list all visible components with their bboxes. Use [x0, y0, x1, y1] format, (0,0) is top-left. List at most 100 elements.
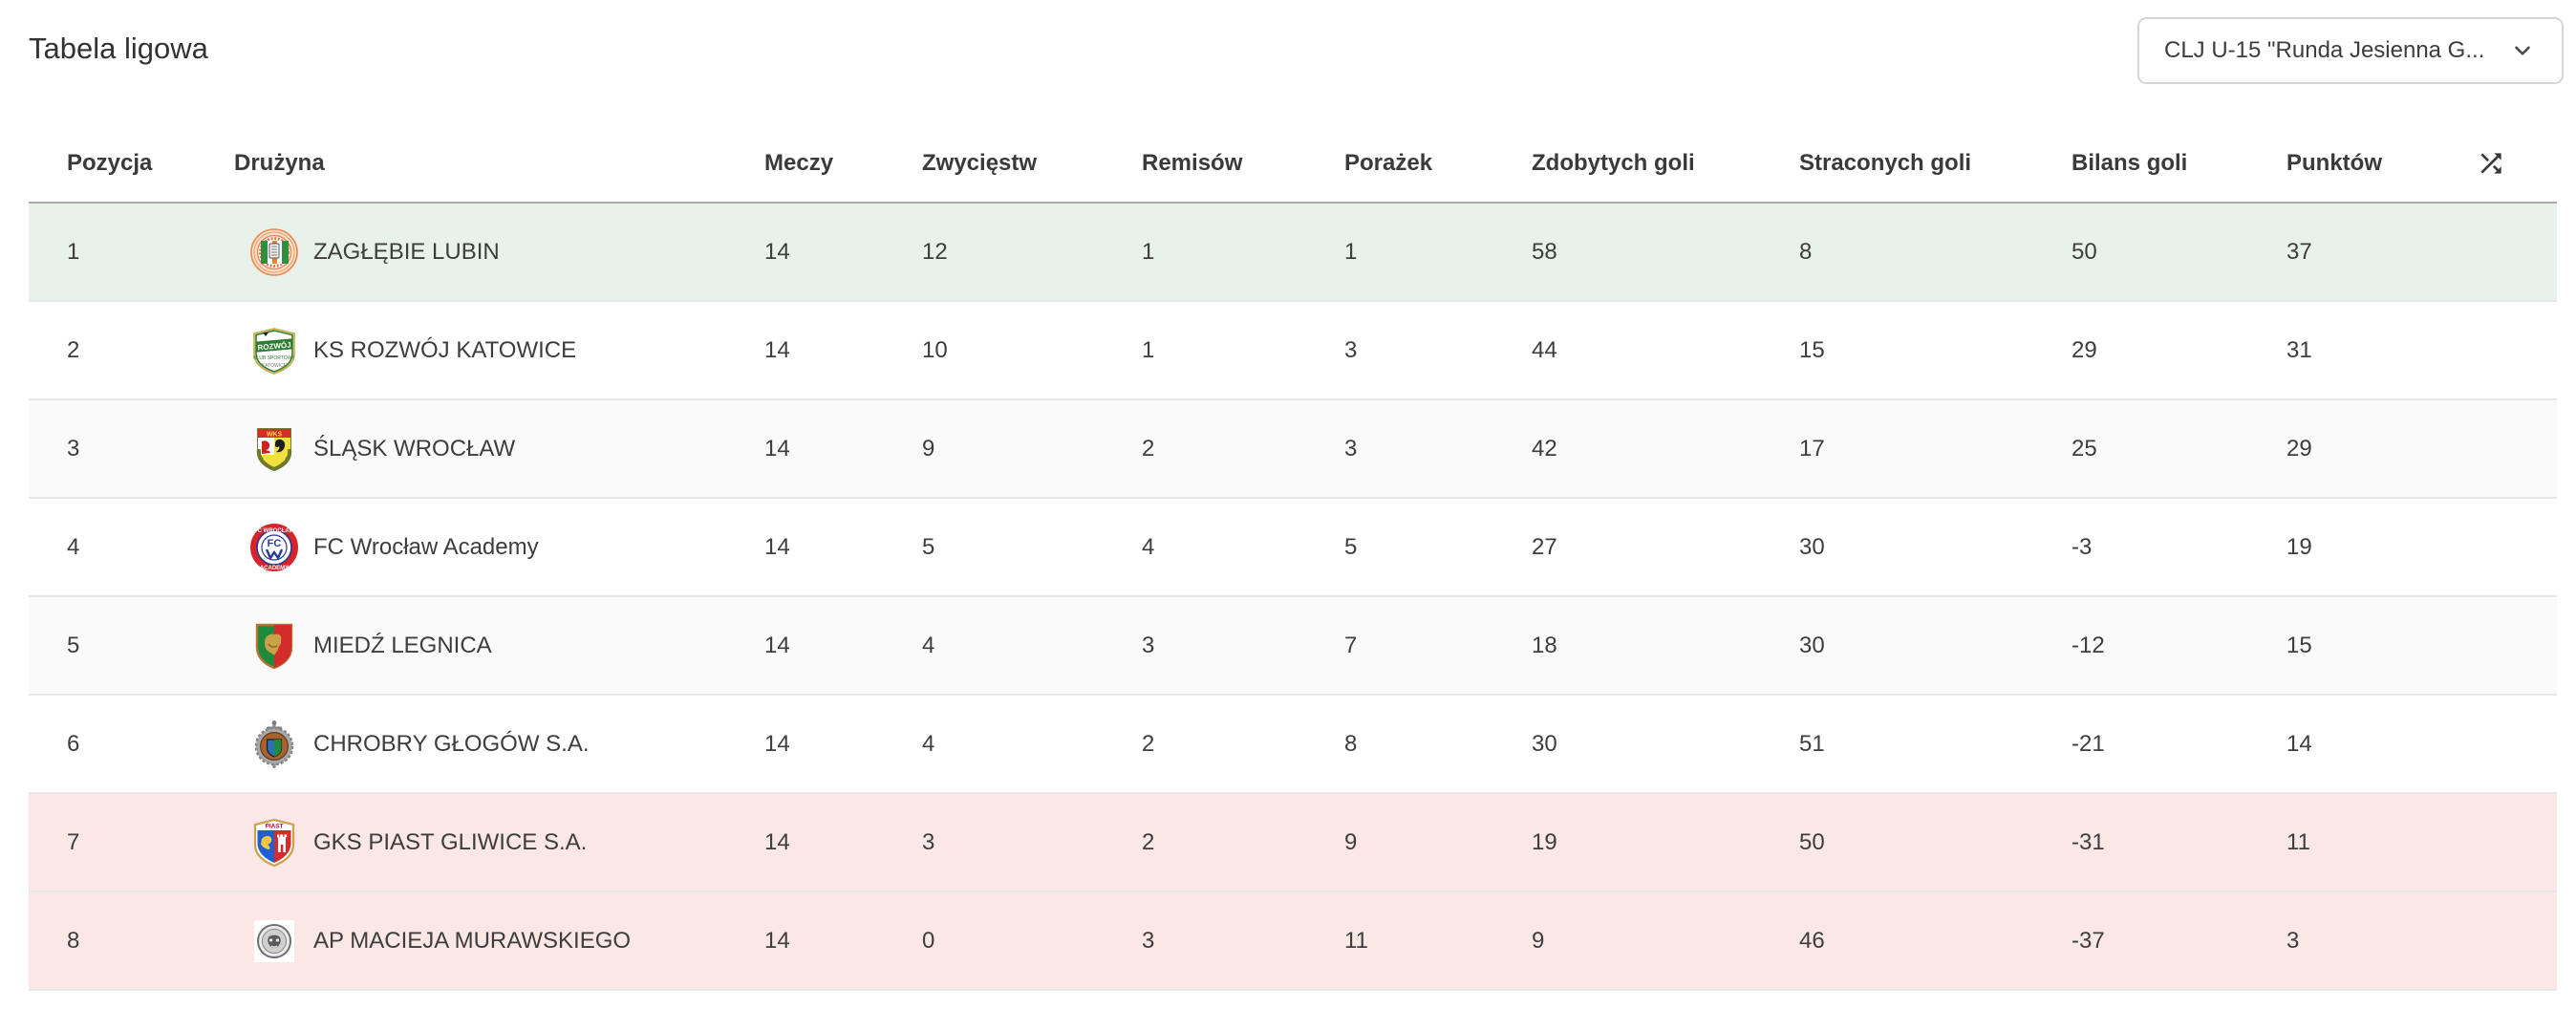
cell-team: PIAST GKS PIAST GLIWICE S.A. [234, 818, 764, 868]
svg-text:KLUB SPORTOWY: KLUB SPORTOWY [253, 355, 295, 361]
fc-wroclaw-academy-badge-icon: FC WROCŁAW ACADEMY FC [249, 523, 299, 572]
cell-losses: 3 [1344, 435, 1358, 462]
cell-points: 14 [2286, 730, 2312, 757]
cell-losses: 3 [1344, 336, 1358, 363]
rozwoj-katowice-badge-icon: ROZWÓJ KLUB SPORTOWY KATOWICE [249, 326, 299, 376]
table-row[interactable]: 4 FC WROCŁAW ACADEMY FC FC Wrocław Acade… [29, 499, 2557, 597]
cell-matches: 14 [764, 927, 790, 954]
cell-goal-balance: 25 [2072, 435, 2097, 462]
cell-wins: 10 [922, 336, 948, 363]
cell-team: ZAGŁĘBIE LUBIN [234, 227, 764, 277]
ap-macieja-murawskiego-badge-icon [249, 916, 299, 966]
cell-draws: 2 [1142, 730, 1155, 757]
cell-goals-against: 30 [1799, 533, 1825, 560]
cell-position: 4 [67, 533, 80, 560]
chrobry-glogow-badge-icon [249, 719, 299, 769]
column-header-goals-for: Zdobytych goli [1532, 149, 1695, 176]
cell-goals-for: 9 [1532, 927, 1545, 954]
column-header-draws: Remisów [1142, 149, 1243, 176]
cell-wins: 0 [922, 927, 935, 954]
svg-text:WKS: WKS [267, 431, 283, 438]
table-row[interactable]: 3 WKS ŚLĄSK WROCŁAW 14 9 2 3 42 17 25 29 [29, 400, 2557, 499]
cell-team: CHROBRY GŁOGÓW S.A. [234, 719, 764, 769]
shuffle-icon[interactable] [2476, 148, 2506, 179]
cell-draws: 3 [1142, 927, 1155, 954]
column-header-team: Drużyna [234, 149, 325, 176]
cell-matches: 14 [764, 336, 790, 363]
cell-losses: 11 [1344, 927, 1368, 954]
cell-losses: 5 [1344, 533, 1358, 560]
cell-team: FC WROCŁAW ACADEMY FC FC Wrocław Academy [234, 523, 764, 572]
cell-draws: 2 [1142, 435, 1155, 462]
column-header-position: Pozycja [67, 149, 153, 176]
cell-points: 31 [2286, 336, 2312, 363]
cell-goals-against: 50 [1799, 828, 1825, 855]
cell-goals-for: 19 [1532, 828, 1557, 855]
cell-wins: 9 [922, 435, 935, 462]
column-header-points: Punktów [2286, 149, 2382, 176]
cell-points: 19 [2286, 533, 2312, 560]
cell-goals-for: 58 [1532, 238, 1557, 265]
svg-text:KATOWICE: KATOWICE [262, 363, 288, 369]
cell-points: 3 [2286, 927, 2300, 954]
cell-goal-balance: -21 [2072, 730, 2105, 757]
cell-position: 5 [67, 632, 80, 658]
team-name: MIEDŹ LEGNICA [313, 632, 492, 658]
cell-goals-for: 18 [1532, 632, 1557, 658]
cell-team: ROZWÓJ KLUB SPORTOWY KATOWICE KS ROZWÓJ … [234, 326, 764, 376]
cell-points: 11 [2286, 828, 2310, 855]
zaglebie-lubin-badge-icon [249, 227, 299, 277]
cell-draws: 2 [1142, 828, 1155, 855]
cell-points: 29 [2286, 435, 2312, 462]
cell-goal-balance: 50 [2072, 238, 2097, 265]
column-header-goal-balance: Bilans goli [2072, 149, 2188, 176]
cell-matches: 14 [764, 435, 790, 462]
table-body: 1 ZAGŁĘBIE LUBIN 14 12 1 1 58 [29, 204, 2557, 991]
table-row[interactable]: 1 ZAGŁĘBIE LUBIN 14 12 1 1 58 [29, 204, 2557, 302]
cell-goals-for: 30 [1532, 730, 1557, 757]
team-name: FC Wrocław Academy [313, 533, 539, 560]
table-row[interactable]: 2 ROZWÓJ KLUB SPORTOWY KATOWICE KS ROZWÓ… [29, 302, 2557, 400]
cell-position: 8 [67, 927, 80, 954]
team-name: GKS PIAST GLIWICE S.A. [313, 828, 588, 855]
cell-position: 6 [67, 730, 80, 757]
table-row[interactable]: 8 AP MACIEJA MURAWSKIEGO 14 0 3 11 9 46 … [29, 892, 2557, 991]
cell-goals-against: 17 [1799, 435, 1825, 462]
table-row[interactable]: 5 MIEDŹ LEGNICA 14 4 3 7 18 30 -12 15 [29, 597, 2557, 696]
table-row[interactable]: 6 CHROBRY GŁOGÓW S.A. 14 4 2 8 30 51 -21… [29, 696, 2557, 794]
cell-goal-balance: -12 [2072, 632, 2105, 658]
cell-team: WKS ŚLĄSK WROCŁAW [234, 424, 764, 474]
cell-wins: 5 [922, 533, 935, 560]
svg-text:FC: FC [268, 538, 282, 549]
cell-wins: 3 [922, 828, 935, 855]
cell-matches: 14 [764, 533, 790, 560]
page-header: Tabela ligowa CLJ U-15 "Runda Jesienna G… [0, 0, 2576, 124]
cell-goals-against: 30 [1799, 632, 1825, 658]
cell-goal-balance: -37 [2072, 927, 2105, 954]
svg-text:ROZWÓJ: ROZWÓJ [257, 340, 291, 352]
table-header-row: Pozycja Drużyna Meczy Zwycięstw Remisów … [29, 124, 2557, 204]
cell-wins: 12 [922, 238, 948, 265]
season-select-value: CLJ U-15 "Runda Jesienna G... [2164, 37, 2485, 63]
column-header-losses: Porażek [1344, 149, 1433, 176]
team-name: ŚLĄSK WROCŁAW [313, 435, 516, 462]
team-name: CHROBRY GŁOGÓW S.A. [313, 730, 590, 757]
cell-losses: 8 [1344, 730, 1358, 757]
cell-position: 7 [67, 828, 80, 855]
svg-text:ACADEMY: ACADEMY [260, 566, 289, 571]
piast-gliwice-badge-icon: PIAST [249, 818, 299, 868]
cell-goal-balance: 29 [2072, 336, 2097, 363]
cell-losses: 7 [1344, 632, 1358, 658]
cell-team: AP MACIEJA MURAWSKIEGO [234, 916, 764, 966]
svg-text:PIAST: PIAST [266, 823, 284, 829]
cell-goals-against: 8 [1799, 238, 1813, 265]
cell-draws: 1 [1142, 238, 1155, 265]
cell-matches: 14 [764, 730, 790, 757]
cell-points: 37 [2286, 238, 2312, 265]
cell-points: 15 [2286, 632, 2312, 658]
season-select[interactable]: CLJ U-15 "Runda Jesienna G... [2137, 17, 2564, 84]
slask-wroclaw-badge-icon: WKS [249, 424, 299, 474]
miedz-legnica-badge-icon [249, 621, 299, 671]
table-row[interactable]: 7 PIAST GKS PIAST GLIWICE S.A. 14 3 2 9 … [29, 794, 2557, 892]
cell-goal-balance: -3 [2072, 533, 2093, 560]
